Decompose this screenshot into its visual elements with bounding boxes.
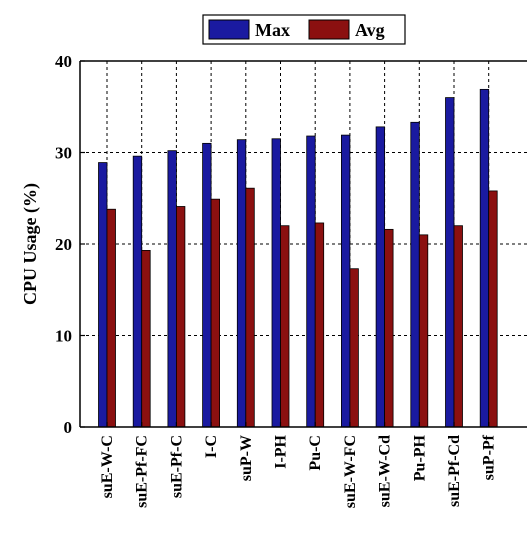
bar-max-sue-pf-c [167,150,177,428]
legend-label-max: Max [255,20,290,40]
bar-max-sue-w-c [98,162,108,428]
bar-max-sue-pf-fc [132,155,143,428]
bar-avg-sue-w-fc [349,268,359,428]
y-tick-labels: 0 10 20 30 40 [55,52,72,437]
bar-avg-pu-c [314,222,325,428]
legend: Max Avg [202,14,406,45]
x-tick-label: suE-Pf-Cd [446,435,463,507]
x-tick-label: I-PH [273,434,290,468]
legend-swatch-avg [308,19,350,40]
bar-max-sue-w-cd [375,126,386,428]
x-tick-label: suE-W-Cd [377,435,394,507]
bar-max-pu-ph [410,121,420,428]
bar-max-i-ph [271,138,281,428]
x-tick-label: suE-Pf-FC [134,435,151,508]
legend-swatch-max [208,19,250,40]
bar-avg-i-c [210,198,221,428]
y-tick-label: 0 [64,418,73,437]
x-tick-label: suP-Pf [481,434,498,480]
x-tick-label: suE-Pf-C [168,435,185,498]
axes-frame [79,60,527,428]
y-tick-label: 10 [55,327,72,346]
y-tick-label: 30 [55,144,72,163]
bar-avg-i-ph [280,225,290,428]
x-tick-label: Pu-C [307,435,324,471]
y-tick-label: 20 [55,235,72,254]
bar-avg-sue-w-c [106,208,116,428]
bar-max-sue-pf-cd [445,97,455,428]
x-tick-labels: suE-W-C suE-Pf-FC suE-Pf-C I-C suP-W I-PH Pu-C… [99,434,498,508]
bars [98,88,498,428]
x-tick-label: I-C [203,435,220,458]
x-tick-label: suE-W-C [99,435,116,498]
bar-max-sup-pf [479,88,490,428]
x-tick-label: Pu-PH [411,434,428,481]
bar-max-sue-w-fc [340,134,351,428]
x-tick-label: suP-W [238,435,255,481]
bar-avg-sup-pf [488,190,498,428]
y-tick-label: 40 [55,52,72,71]
bar-max-i-c [202,142,212,428]
x-tick-label: suE-W-FC [342,435,359,508]
bar-max-pu-c [306,135,316,428]
y-axis-title: CPU Usage (%) [20,183,41,305]
bar-avg-pu-ph [418,234,429,428]
bar-avg-sue-w-cd [384,228,394,428]
bar-max-sup-w [236,139,247,428]
bar-avg-sup-w [245,187,255,428]
bar-avg-sue-pf-cd [453,225,463,428]
legend-label-avg: Avg [355,20,385,40]
bar-avg-sue-pf-c [175,206,186,428]
bar-avg-sue-pf-fc [141,250,151,428]
